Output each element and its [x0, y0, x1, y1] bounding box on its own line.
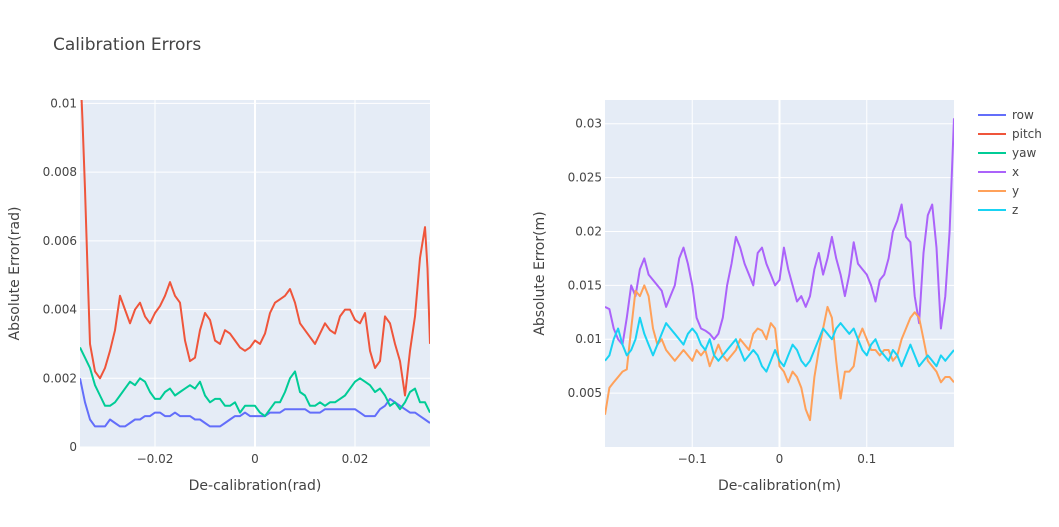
y-tick-label: 0.025: [568, 171, 602, 185]
legend-label: pitch: [1012, 127, 1042, 141]
series-line-y: [605, 284, 954, 422]
x-tick-label: 0: [776, 452, 784, 466]
y-axis-title: Absolute Error(m): [532, 211, 548, 335]
x-tick-label: 0.1: [857, 452, 876, 466]
x-axis-title: De-calibration(m): [718, 478, 841, 494]
legend-item-row[interactable]: row: [978, 108, 1034, 122]
series-line-pitch: [80, 100, 430, 397]
translation-error-panel: 0.005 0.01 0.015 0.02 0.025 0.03 −0.1 0 0.1 De-ca…: [532, 100, 954, 494]
y-tick-label: 0.002: [43, 371, 77, 385]
y-axis-title: Absolute Error(rad): [7, 207, 23, 341]
y-tick-label: 0: [69, 440, 77, 454]
legend-label: y: [1012, 184, 1019, 198]
x-axis-title: De-calibration(rad): [189, 478, 322, 494]
y-tick-label: 0.01: [50, 96, 77, 110]
series-line-z: [605, 316, 954, 373]
y-tick-label: 0.015: [568, 278, 602, 292]
legend-label: z: [1012, 203, 1018, 217]
x-tick-label: −0.1: [678, 452, 707, 466]
series-line-x: [605, 118, 954, 346]
y-tick-label: 0.01: [575, 332, 602, 346]
y-tick-label: 0.03: [575, 117, 602, 131]
chart-title: Calibration Errors: [53, 35, 201, 55]
y-tick-label: 0.006: [43, 234, 77, 248]
legend-item-pitch[interactable]: pitch: [978, 127, 1042, 141]
legend-item-y[interactable]: y: [978, 184, 1019, 198]
y-tick-label: 0.005: [568, 386, 602, 400]
legend-item-yaw[interactable]: yaw: [978, 146, 1036, 160]
y-tick-label: 0.008: [43, 165, 77, 179]
series-line-row: [80, 378, 430, 428]
legend-item-x[interactable]: x: [978, 165, 1019, 179]
legend-label: x: [1012, 165, 1019, 179]
x-tick-label: −0.02: [137, 452, 174, 466]
x-tick-label: 0: [251, 452, 259, 466]
series-line-yaw: [80, 346, 430, 418]
legend-label: yaw: [1012, 146, 1036, 160]
y-tick-label: 0.02: [575, 224, 602, 238]
legend: row pitch yaw xyz: [978, 108, 1042, 217]
rotation-error-panel: 0 0.002 0.004 0.006 0.008 0.01 −0.02 0 0.02 De-ca…: [7, 96, 430, 494]
x-tick-label: 0.02: [342, 452, 369, 466]
legend-label: row: [1012, 108, 1034, 122]
y-tick-label: 0.004: [43, 303, 77, 317]
legend-item-z[interactable]: z: [978, 203, 1018, 217]
